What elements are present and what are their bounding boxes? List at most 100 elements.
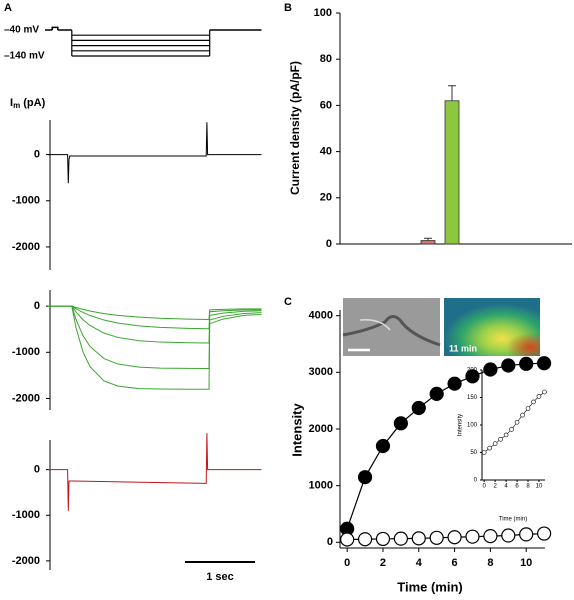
y-tick-label: 20 (320, 192, 332, 204)
data-point (487, 445, 492, 451)
y-tick-label: 0 (474, 478, 478, 484)
x-tick-label: 4 (416, 557, 423, 569)
y-axis-label: Im (pA) (10, 97, 46, 110)
panel-label: A (4, 2, 12, 14)
bar (420, 240, 436, 245)
x-tick-label: 4 (504, 484, 508, 490)
x-tick-label: 6 (515, 484, 519, 490)
step-edges (71, 30, 211, 56)
scale-bar-label: 1 sec (206, 571, 234, 583)
data-point (531, 399, 536, 405)
data-point (501, 528, 516, 543)
current-trace (48, 305, 262, 369)
data-point (393, 416, 408, 431)
y-axis-label-part: I (10, 97, 13, 109)
current-trace (48, 122, 262, 184)
data-point (537, 356, 552, 371)
current-trace (48, 305, 262, 321)
data-point (340, 532, 355, 547)
data-point (447, 376, 462, 391)
data-point (447, 530, 462, 545)
data-point (537, 526, 552, 541)
data-point (375, 438, 391, 454)
panel-label: B (284, 2, 292, 14)
x-tick-label: 0 (483, 484, 487, 490)
y-tick-label: -2000 (12, 241, 40, 253)
y-tick-label: 200 (467, 368, 478, 374)
x-tick-label: 8 (526, 484, 530, 490)
data-point (498, 436, 503, 442)
y-tick-label: 0 (327, 536, 333, 548)
current-trace (48, 433, 262, 511)
data-point (525, 406, 531, 411)
data-point (514, 419, 520, 425)
data-point (501, 358, 516, 373)
x-tick-label: 6 (452, 557, 458, 569)
voltage-label: –40 mV (4, 25, 39, 36)
y-tick-label: 60 (320, 99, 332, 111)
y-tick-label: 0 (34, 300, 40, 312)
data-point (503, 432, 509, 438)
data-point (465, 369, 480, 384)
current-trace (48, 305, 262, 344)
voltage-label: –140 mV (4, 51, 45, 62)
y-tick-label: 80 (320, 53, 332, 65)
y-tick-label: 3000 (309, 366, 333, 378)
x-tick-label: 10 (536, 484, 543, 490)
data-point (483, 528, 498, 544)
data-point (509, 427, 514, 432)
y-tick-label: 0 (34, 464, 40, 476)
x-axis-label: Time (min) (397, 579, 463, 594)
y-tick-label: 150 (467, 395, 478, 401)
x-tick-label: 8 (487, 557, 493, 569)
bar (444, 100, 460, 245)
y-tick-label: -2000 (12, 555, 40, 567)
y-tick-label: 40 (320, 146, 332, 158)
y-tick-label: 100 (314, 7, 332, 19)
y-tick-label: -2000 (12, 392, 40, 404)
data-point (357, 532, 373, 547)
y-axis-label: Current density (pA/pF) (288, 61, 302, 195)
error-bar (448, 85, 456, 101)
y-tick-label: -1000 (12, 509, 40, 521)
y-tick-label: -1000 (12, 195, 40, 207)
data-point (429, 386, 444, 401)
error-bar (424, 237, 432, 241)
data-point (519, 527, 534, 542)
y-tick-label: 2000 (309, 423, 333, 435)
x-tick-label: 10 (520, 557, 532, 569)
current-trace (48, 305, 262, 330)
y-axis-label-part: m (13, 101, 20, 110)
data-point (357, 470, 373, 485)
y-tick-label: 0 (326, 238, 332, 250)
data-point (465, 529, 480, 544)
x-tick-label: 2 (380, 557, 386, 569)
data-point (481, 450, 487, 455)
y-tick-label: 100 (467, 423, 478, 429)
prepulse (51, 26, 59, 30)
micrograph (342, 298, 441, 356)
y-tick-label: 4000 (309, 310, 333, 322)
panel-label: C (284, 296, 292, 308)
y-tick-label: -1000 (12, 346, 40, 358)
y-tick-label: 0 (34, 149, 40, 161)
x-tick-label: 0 (344, 557, 350, 569)
data-point (393, 531, 408, 546)
y-axis-label: Intensity (458, 414, 464, 436)
data-point (375, 531, 391, 547)
data-point (411, 400, 426, 416)
y-axis-label: Intensity (289, 403, 304, 457)
heatmap-image (444, 298, 540, 356)
y-tick-label: 50 (470, 450, 477, 456)
data-point (483, 362, 498, 377)
data-point (492, 441, 498, 447)
current-trace (48, 305, 262, 390)
x-tick-label: 2 (493, 484, 497, 490)
x-axis-label: Time (min) (499, 517, 527, 523)
y-axis-label-part: (pA) (20, 97, 45, 109)
data-point (429, 530, 444, 545)
data-point (542, 389, 547, 395)
data-point (536, 394, 542, 399)
y-tick-label: 1000 (309, 480, 333, 492)
